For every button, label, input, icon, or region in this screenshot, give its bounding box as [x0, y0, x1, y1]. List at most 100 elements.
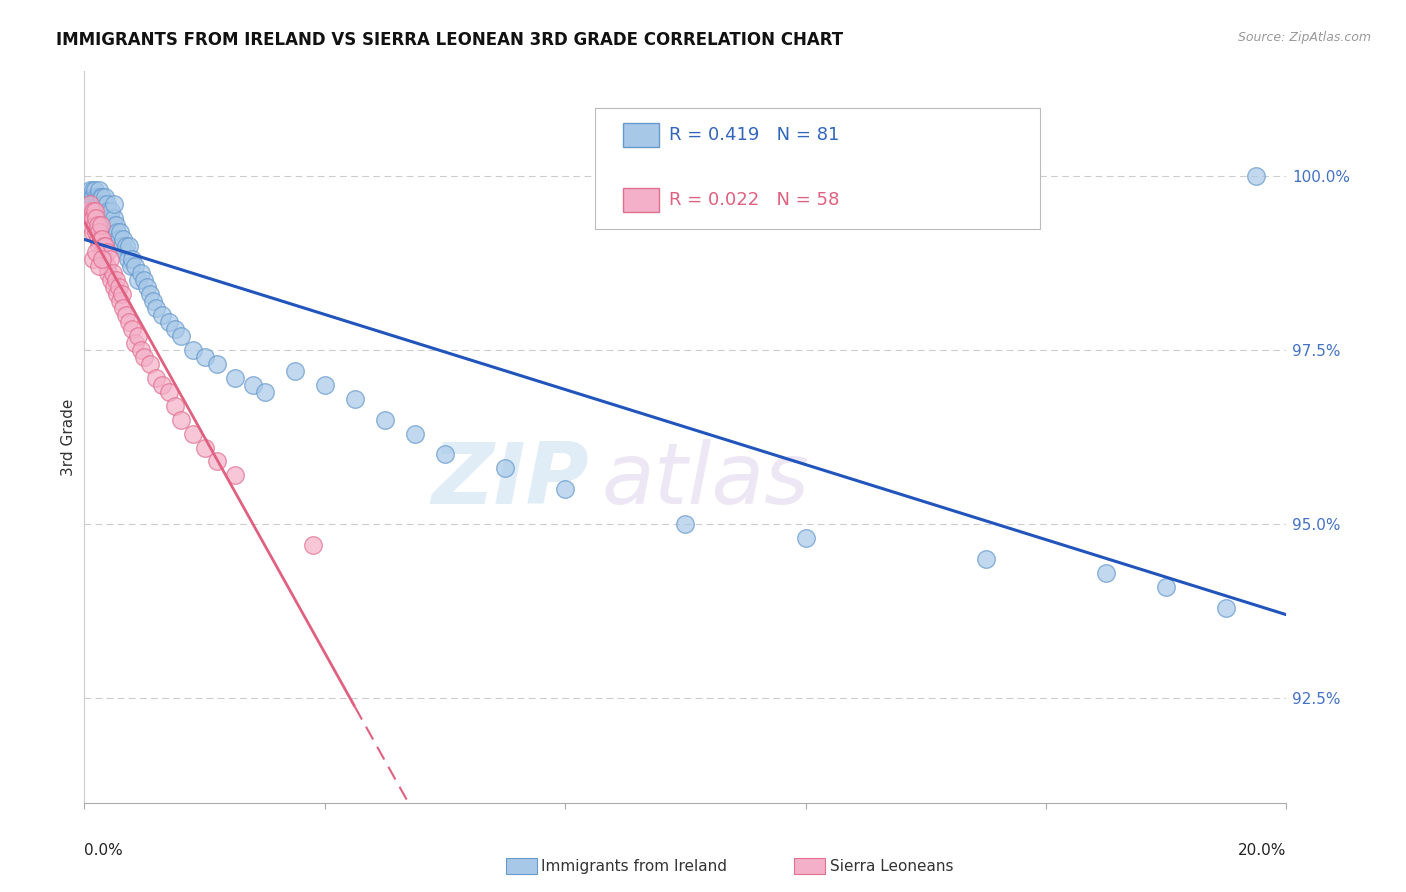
Point: [554, 483, 576, 497]
Point: [124, 336, 146, 351]
Point: [118, 238, 141, 252]
Point: [181, 426, 204, 441]
FancyBboxPatch shape: [595, 108, 1040, 228]
Point: [139, 287, 162, 301]
Point: [93, 211, 115, 225]
Point: [103, 211, 125, 225]
Point: [124, 260, 146, 274]
Point: [142, 294, 165, 309]
Point: [98, 252, 121, 267]
Point: [91, 190, 114, 204]
Point: [103, 218, 125, 232]
Point: [80, 211, 103, 225]
Point: [86, 196, 108, 211]
Point: [974, 552, 997, 566]
Text: 0.0%: 0.0%: [84, 843, 124, 858]
Point: [86, 245, 108, 260]
Text: Sierra Leoneans: Sierra Leoneans: [830, 859, 953, 873]
Point: [100, 225, 122, 239]
Point: [86, 225, 108, 239]
Point: [90, 218, 112, 232]
Point: [104, 218, 127, 232]
Point: [108, 280, 131, 294]
Text: R = 0.419   N = 81: R = 0.419 N = 81: [669, 126, 839, 144]
Point: [83, 203, 105, 218]
Point: [145, 371, 167, 385]
Point: [93, 196, 115, 211]
Point: [100, 273, 122, 287]
Point: [134, 350, 156, 364]
Point: [127, 329, 149, 343]
Point: [84, 183, 107, 197]
Point: [96, 260, 118, 274]
Point: [314, 377, 336, 392]
Point: [93, 238, 115, 252]
Point: [253, 384, 276, 399]
Point: [91, 203, 114, 218]
Point: [94, 190, 117, 204]
Text: R = 0.022   N = 58: R = 0.022 N = 58: [669, 191, 839, 209]
Bar: [623, 123, 659, 146]
Point: [301, 538, 323, 552]
Point: [169, 412, 191, 426]
Point: [224, 468, 246, 483]
Point: [89, 238, 111, 252]
Point: [86, 203, 108, 218]
Point: [79, 218, 101, 232]
Point: [96, 196, 118, 211]
Point: [111, 287, 134, 301]
Point: [1246, 169, 1268, 183]
Point: [111, 238, 134, 252]
Point: [82, 252, 104, 267]
Text: 20.0%: 20.0%: [1239, 843, 1286, 858]
Point: [110, 294, 132, 309]
Point: [86, 231, 108, 245]
Bar: [623, 188, 659, 211]
Point: [127, 273, 149, 287]
Point: [86, 190, 108, 204]
Point: [114, 245, 136, 260]
Point: [794, 531, 817, 545]
Point: [404, 426, 426, 441]
Point: [79, 196, 101, 211]
Point: [374, 412, 396, 426]
Point: [96, 245, 118, 260]
Point: [434, 448, 457, 462]
Point: [91, 196, 114, 211]
Point: [104, 273, 127, 287]
Point: [120, 260, 142, 274]
Point: [90, 203, 112, 218]
Point: [157, 384, 180, 399]
Point: [205, 357, 228, 371]
Point: [118, 315, 141, 329]
Point: [97, 218, 120, 232]
Point: [134, 273, 156, 287]
Point: [152, 308, 174, 322]
Point: [205, 454, 228, 468]
Point: [145, 301, 167, 316]
Point: [93, 252, 115, 267]
Point: [181, 343, 204, 357]
Point: [96, 211, 118, 225]
Point: [121, 322, 143, 336]
Point: [115, 238, 138, 252]
Point: [131, 266, 153, 280]
Point: [97, 203, 120, 218]
Point: [117, 252, 139, 267]
Point: [136, 280, 159, 294]
Point: [103, 266, 125, 280]
Point: [89, 260, 111, 274]
Point: [86, 211, 108, 225]
Point: [131, 343, 153, 357]
Point: [169, 329, 191, 343]
Point: [97, 266, 120, 280]
Point: [284, 364, 307, 378]
Point: [82, 190, 104, 204]
Point: [82, 225, 104, 239]
Point: [82, 190, 104, 204]
Point: [89, 225, 111, 239]
Point: [82, 183, 104, 197]
Y-axis label: 3rd Grade: 3rd Grade: [60, 399, 76, 475]
Text: IMMIGRANTS FROM IRELAND VS SIERRA LEONEAN 3RD GRADE CORRELATION CHART: IMMIGRANTS FROM IRELAND VS SIERRA LEONEA…: [56, 31, 844, 49]
Point: [343, 392, 366, 406]
